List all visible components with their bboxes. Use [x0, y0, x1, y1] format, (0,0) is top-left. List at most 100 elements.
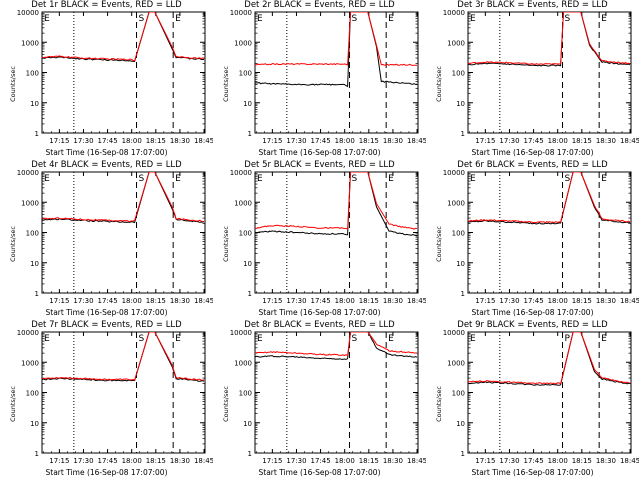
detector-chart: 1 10 100 1000 10000 17:15 17:30 17:45 18:00 18:15… [17, 169, 213, 305]
x-axis-label: Start Time (16-Sep-08 17:07:00) [471, 308, 594, 317]
y-tick-label: 1000 [21, 199, 39, 207]
events-series-line [255, 12, 418, 88]
interval-marker-label: S [139, 14, 145, 24]
detector-panel: 1 10 100 1000 10000 17:15 17:30 17:45 18:00 18:15… [426, 320, 639, 480]
x-axis-label: Start Time (16-Sep-08 17:07:00) [258, 468, 381, 477]
plot-frame [467, 331, 632, 454]
lld-series-line [42, 12, 205, 62]
plot-frame [254, 11, 419, 134]
x-tick-label: 18:30 [170, 457, 190, 465]
x-tick-label: 17:15 [49, 137, 69, 145]
y-tick-label: 10000 [17, 9, 39, 17]
x-tick-label: 18:30 [596, 297, 616, 305]
panel-title: Det 9r BLACK = Events, RED = LLD [457, 320, 608, 330]
interval-marker-label: S [352, 334, 358, 344]
y-tick-label: 10 [243, 100, 252, 108]
y-tick-label: 100 [452, 70, 465, 78]
detector-chart: 1 10 100 1000 10000 17:15 17:30 17:45 18:00 18:15… [230, 9, 426, 145]
interval-marker-label: E [175, 334, 181, 344]
y-axis-label: Counts/sec [9, 386, 17, 422]
lld-series-line [468, 172, 631, 224]
x-tick-label: 18:45 [194, 137, 213, 145]
events-series-line [42, 332, 205, 382]
x-tick-label: 18:00 [122, 297, 142, 305]
x-tick-label: 18:30 [170, 137, 190, 145]
panel-title: Det 3r BLACK = Events, RED = LLD [457, 0, 608, 10]
x-tick-label: 18:45 [620, 137, 639, 145]
x-axis-label: Start Time (16-Sep-08 17:07:00) [45, 148, 168, 157]
y-axis-label: Counts/sec [222, 226, 230, 262]
plot-frame [41, 171, 206, 294]
x-axis-label: Start Time (16-Sep-08 17:07:00) [471, 468, 594, 477]
plot-frame [41, 11, 206, 134]
y-tick-label: 100 [239, 70, 252, 78]
x-axis-label: Start Time (16-Sep-08 17:07:00) [258, 148, 381, 157]
x-tick-label: 18:45 [407, 137, 426, 145]
x-tick-label: 18:45 [407, 297, 426, 305]
y-tick-label: 10000 [443, 169, 465, 177]
detector-panel: 1 10 100 1000 10000 17:15 17:30 17:45 18:00 18:15… [213, 320, 426, 480]
x-tick-label: 17:45 [310, 297, 330, 305]
lld-series-line [468, 12, 631, 66]
detector-panel: 1 10 100 1000 10000 17:15 17:30 17:45 18:00 18:15… [213, 160, 426, 320]
y-tick-label: 10 [243, 420, 252, 428]
x-tick-label: 17:15 [475, 297, 495, 305]
x-tick-label: 18:15 [572, 137, 592, 145]
x-tick-label: 17:45 [97, 137, 117, 145]
x-tick-label: 18:45 [407, 457, 426, 465]
y-tick-label: 10 [243, 260, 252, 268]
y-tick-label: 10 [30, 260, 39, 268]
x-tick-label: 17:30 [286, 297, 306, 305]
y-tick-label: 100 [452, 390, 465, 398]
panel-title: Det 2r BLACK = Events, RED = LLD [244, 0, 395, 10]
x-tick-label: 18:45 [620, 457, 639, 465]
interval-marker-label: E [388, 14, 394, 24]
x-tick-label: 17:30 [73, 297, 93, 305]
interval-marker-label: E [175, 174, 181, 184]
y-tick-label: 10000 [17, 169, 39, 177]
interval-marker-label: S [139, 174, 145, 184]
y-tick-label: 10000 [230, 329, 252, 337]
x-tick-label: 18:45 [620, 297, 639, 305]
y-tick-label: 100 [239, 230, 252, 238]
x-tick-label: 18:30 [383, 457, 403, 465]
x-tick-label: 18:00 [335, 137, 355, 145]
panel-title: Det 8r BLACK = Events, RED = LLD [244, 320, 395, 330]
x-tick-label: 17:15 [262, 137, 282, 145]
y-tick-label: 1000 [21, 359, 39, 367]
x-tick-label: 18:30 [170, 297, 190, 305]
events-series-line [42, 12, 204, 63]
y-tick-label: 10000 [443, 329, 465, 337]
y-tick-label: 10000 [230, 9, 252, 17]
y-tick-label: 10 [30, 100, 39, 108]
detector-chart: 1 10 100 1000 10000 17:15 17:30 17:45 18:00 18:15… [443, 169, 639, 305]
x-tick-label: 18:30 [596, 137, 616, 145]
corner-marker-label: E [257, 174, 263, 184]
detector-panel: 1 10 100 1000 10000 17:15 17:30 17:45 18:00 18:15… [0, 320, 213, 480]
detector-panel: 1 10 100 1000 10000 17:15 17:30 17:45 18:00 18:15… [426, 0, 639, 160]
interval-marker-label: E [601, 334, 607, 344]
x-tick-label: 17:30 [286, 137, 306, 145]
corner-marker-label: E [44, 334, 50, 344]
x-tick-label: 17:30 [499, 297, 519, 305]
y-tick-label: 1000 [447, 199, 465, 207]
detector-panel: 1 10 100 1000 10000 17:15 17:30 17:45 18:00 18:15… [0, 0, 213, 160]
x-tick-label: 17:30 [499, 457, 519, 465]
detector-chart: 1 10 100 1000 10000 17:15 17:30 17:45 18:00 18:15… [230, 169, 426, 305]
panel-title: Det 5r BLACK = Events, RED = LLD [244, 160, 395, 170]
x-tick-label: 18:45 [194, 457, 213, 465]
lld-series-line [468, 332, 631, 385]
panel-title: Det 6r BLACK = Events, RED = LLD [457, 160, 608, 170]
detector-chart: 1 10 100 1000 10000 17:15 17:30 17:45 18:00 18:15… [443, 329, 639, 465]
x-tick-label: 18:15 [146, 137, 166, 145]
x-tick-label: 18:00 [548, 457, 568, 465]
x-axis-label: Start Time (16-Sep-08 17:07:00) [45, 308, 168, 317]
x-tick-label: 18:00 [335, 457, 355, 465]
x-tick-label: 17:45 [523, 137, 543, 145]
y-tick-label: 1 [35, 290, 39, 298]
x-tick-label: 17:15 [262, 297, 282, 305]
y-tick-label: 1 [461, 130, 465, 138]
y-tick-label: 1000 [234, 39, 252, 47]
y-axis-label: Counts/sec [222, 66, 230, 102]
events-series-line [255, 172, 418, 237]
